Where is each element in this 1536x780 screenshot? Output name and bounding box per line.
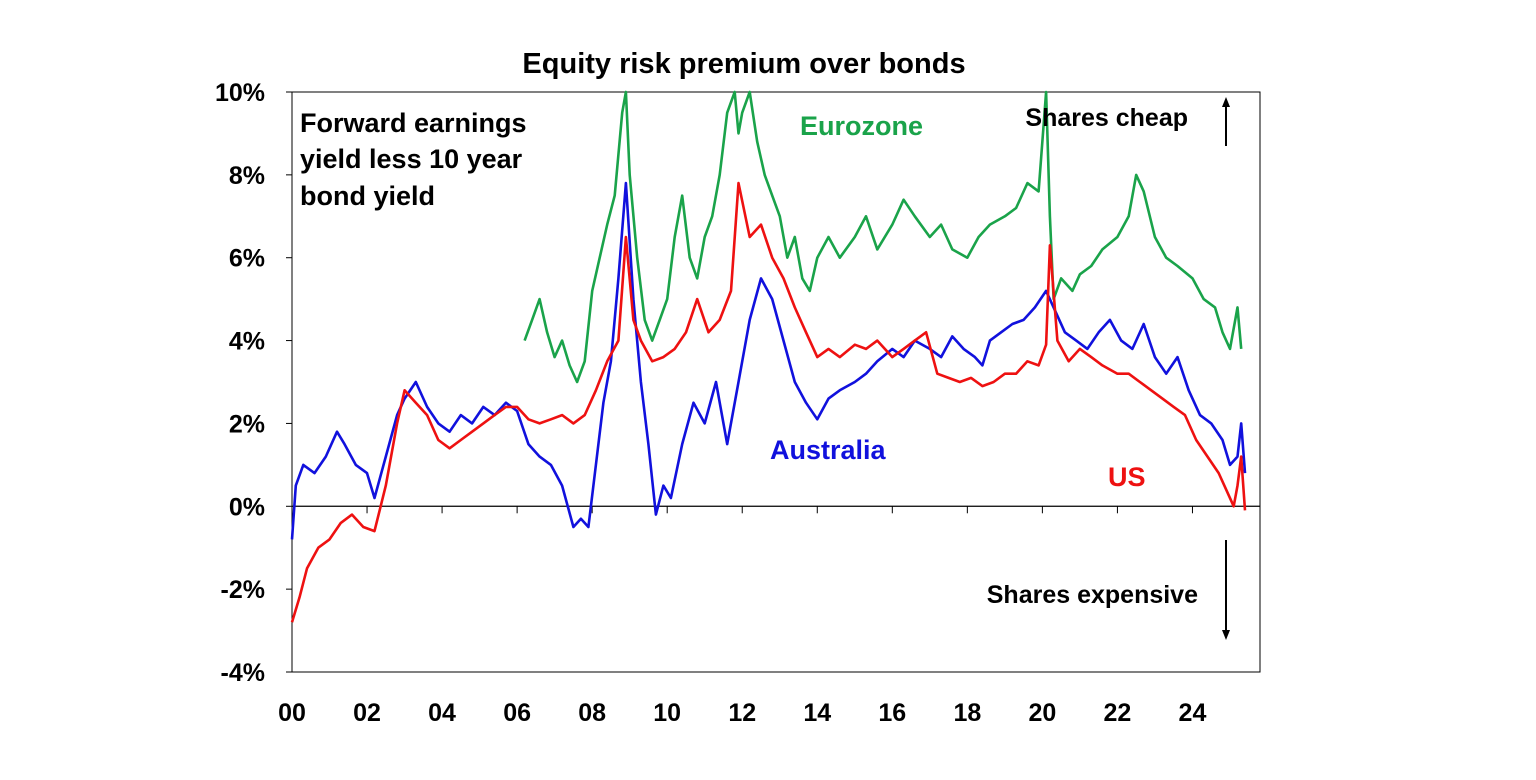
series-label-eurozone: Eurozone xyxy=(800,111,923,141)
arrow-up-icon xyxy=(1222,97,1230,146)
x-tick-label: 12 xyxy=(728,699,756,727)
y-tick-label: 4% xyxy=(229,328,265,356)
x-tick-label: 20 xyxy=(1028,699,1056,727)
x-tick-label: 24 xyxy=(1179,699,1207,727)
y-tick-label: -4% xyxy=(221,659,265,687)
chart-title: Equity risk premium over bonds xyxy=(522,48,965,80)
subtitle-line-3: bond yield xyxy=(300,181,435,211)
annotation-shares-cheap: Shares cheap xyxy=(1025,104,1188,132)
series-line-eurozone xyxy=(523,90,1243,384)
x-tick-label: 02 xyxy=(353,699,381,727)
subtitle-line-2: yield less 10 year xyxy=(300,144,523,174)
x-tick-label: 16 xyxy=(878,699,906,727)
series-label-australia: Australia xyxy=(770,435,887,465)
plot-frame xyxy=(291,91,1261,673)
y-tick-label: 0% xyxy=(229,493,265,521)
x-tick-label: 22 xyxy=(1104,699,1132,727)
y-tick-label: -2% xyxy=(221,576,265,604)
series-label-us: US xyxy=(1108,462,1146,492)
series-line-us xyxy=(290,181,1247,623)
y-tick-label: 8% xyxy=(229,162,265,190)
subtitle-line-1: Forward earnings xyxy=(300,108,527,138)
arrow-down-icon xyxy=(1222,540,1230,640)
x-axis: 00 02 04 06 08 10 12 14 16 18 20 22 24 xyxy=(278,506,1206,727)
x-tick-label: 06 xyxy=(503,699,531,727)
y-tick-label: 6% xyxy=(229,245,265,273)
series-lines xyxy=(290,90,1247,623)
series-line-australia xyxy=(290,181,1247,540)
x-tick-label: 10 xyxy=(653,699,681,727)
y-tick-label: 2% xyxy=(229,410,265,438)
annotation-shares-expensive: Shares expensive xyxy=(987,581,1198,609)
x-tick-label: 14 xyxy=(803,699,831,727)
x-tick-label: 08 xyxy=(578,699,606,727)
y-axis: -4% -2% 0% 2% 4% 6% 8% 10% xyxy=(215,79,292,687)
x-tick-label: 00 xyxy=(278,699,306,727)
x-tick-label: 04 xyxy=(428,699,456,727)
y-tick-label: 10% xyxy=(215,79,265,107)
x-tick-label: 18 xyxy=(953,699,981,727)
